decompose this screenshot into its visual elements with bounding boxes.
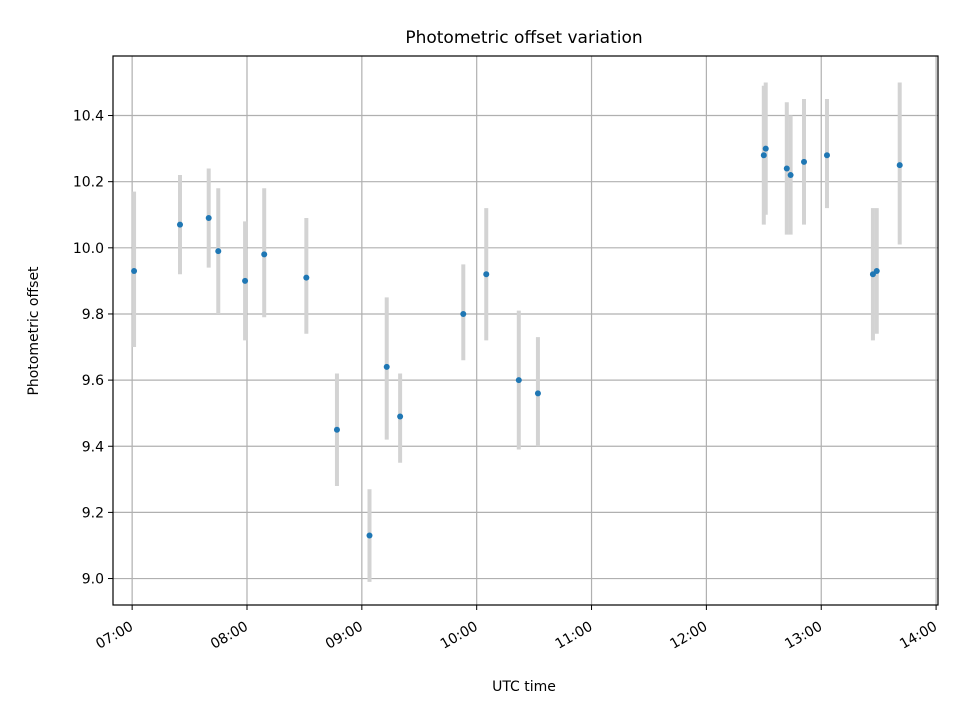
data-point-3 [215,248,222,255]
x-tick-label: 10:00 [438,619,481,653]
y-tick-label: 10.2 [73,175,104,191]
x-tick-label: 11:00 [553,619,596,653]
data-point-8 [366,532,373,539]
x-tick-label: 09:00 [323,619,366,653]
data-point-16 [762,145,769,152]
y-tick-label: 10.0 [73,241,104,257]
data-point-18 [787,172,794,179]
data-point-19 [801,158,808,165]
x-tick-label: 14:00 [897,619,940,653]
y-tick-label: 9.2 [82,505,104,521]
data-point-2 [205,215,212,222]
data-point-11 [460,310,467,317]
data-point-23 [896,162,903,169]
y-tick-label: 9.6 [82,373,104,389]
x-axis-ticks: 07:00 08:00 09:00 10:00 11:00 12:00 13:00 14:00 [93,605,940,653]
y-axis-label: Photometric offset [26,266,42,396]
data-points [131,145,903,539]
y-tick-label: 9.4 [82,439,104,455]
data-point-17 [783,165,790,172]
x-tick-label: 08:00 [208,619,251,653]
x-tick-label: 13:00 [782,619,825,653]
chart-title: Photometric offset variation [405,28,642,48]
data-point-12 [483,271,490,278]
data-point-1 [176,221,183,228]
y-tick-label: 9.0 [82,572,104,588]
data-point-13 [515,377,522,384]
x-tick-label: 07:00 [93,619,136,653]
data-point-4 [242,277,249,284]
data-point-0 [131,267,138,274]
data-point-5 [261,251,268,258]
data-point-14 [534,390,541,397]
y-tick-label: 10.4 [73,109,104,125]
data-point-22 [873,267,880,274]
data-point-20 [823,152,830,159]
plot-frame [112,55,939,606]
data-point-15 [760,152,767,159]
data-point-7 [333,426,340,433]
y-axis-ticks: 9.0 9.2 9.4 9.6 9.8 10.0 10.2 10.4 [73,109,113,588]
data-point-6 [303,274,310,281]
error-bars [132,82,902,582]
data-point-10 [397,413,404,420]
grid [113,56,938,605]
data-point-9 [383,363,390,370]
x-axis-label: UTC time [492,679,556,695]
x-tick-label: 12:00 [667,619,710,653]
y-tick-label: 9.8 [82,307,104,323]
